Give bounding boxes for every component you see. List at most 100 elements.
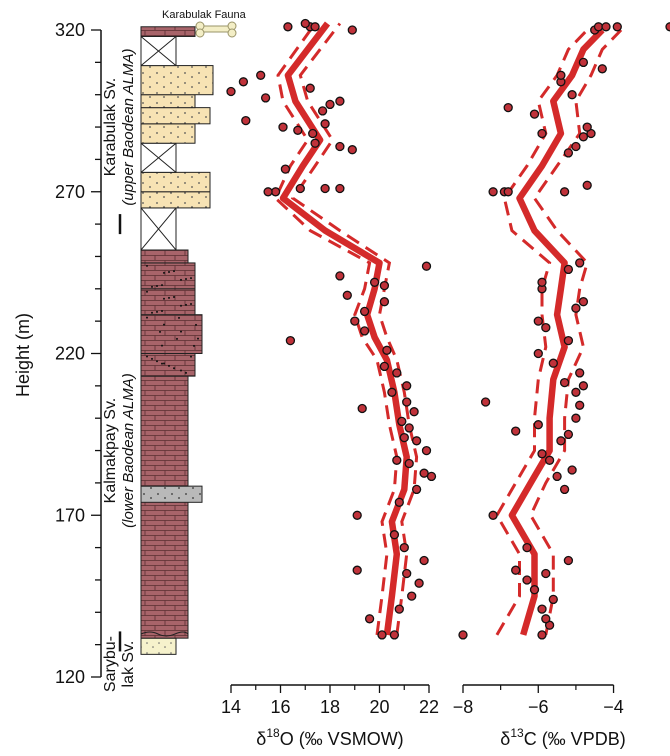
sand-dot bbox=[193, 344, 195, 347]
karabulak-unit-subtitle: (upper Baodean ALMA) bbox=[120, 49, 137, 206]
unit-labels: Karabulak Sv. (upper Baodean ALMA) Kalmakp… bbox=[102, 49, 137, 693]
strat-bed-sand bbox=[140, 191, 211, 209]
sand-dot bbox=[180, 304, 182, 307]
sand-dot bbox=[176, 337, 178, 340]
data-point bbox=[522, 575, 532, 585]
data-point bbox=[399, 432, 409, 443]
sarybulak-unit-name: Sarybu- bbox=[102, 636, 119, 692]
strat-bed-mudsand bbox=[140, 314, 203, 354]
strat-bed-mud bbox=[140, 488, 189, 639]
stratigraphic-column bbox=[118, 26, 214, 655]
y-axis: 120 170 220 270 320 Height (m) bbox=[13, 20, 102, 687]
data-point bbox=[563, 429, 574, 440]
strat-bed-mudsand bbox=[140, 288, 196, 316]
x-tick-label: −8 bbox=[453, 697, 474, 717]
sand-dot bbox=[163, 362, 165, 365]
x-tick-label: 14 bbox=[221, 697, 241, 717]
data-point bbox=[409, 407, 419, 417]
sand-dot bbox=[159, 330, 161, 333]
sand-dot bbox=[151, 285, 153, 288]
data-point bbox=[601, 22, 611, 32]
sand-dot bbox=[151, 311, 153, 314]
data-point bbox=[379, 361, 390, 372]
d18o-title-sup: 18 bbox=[266, 726, 280, 740]
data-point bbox=[537, 277, 547, 287]
sand-dot bbox=[163, 271, 165, 274]
strat-bed-sand bbox=[140, 123, 196, 144]
data-point bbox=[419, 555, 429, 566]
data-point bbox=[548, 594, 558, 605]
y-axis-title: Height (m) bbox=[13, 313, 33, 397]
data-point bbox=[552, 471, 562, 482]
sand-dot bbox=[180, 330, 182, 333]
data-point bbox=[480, 397, 491, 407]
data-point bbox=[537, 128, 547, 139]
d13c-title-rest: C (‰ VPDB) bbox=[524, 729, 626, 749]
sand-dot bbox=[161, 310, 163, 313]
data-point bbox=[347, 145, 357, 155]
data-point bbox=[350, 316, 360, 326]
d18o-panel: 14 16 18 20 22 bbox=[221, 18, 439, 717]
x-tick-label: 18 bbox=[320, 697, 340, 717]
data-point bbox=[548, 358, 558, 368]
data-point bbox=[414, 578, 424, 588]
lower-confidence-line bbox=[273, 22, 399, 636]
sand-dot bbox=[146, 316, 148, 319]
sand-dot bbox=[180, 278, 182, 281]
upper-confidence-line bbox=[529, 28, 623, 636]
sand-dot bbox=[178, 316, 180, 319]
data-point bbox=[392, 455, 402, 465]
y-tick-label: 170 bbox=[55, 505, 85, 525]
data-point bbox=[241, 115, 251, 126]
y-tick-label: 270 bbox=[55, 182, 85, 202]
data-point bbox=[582, 180, 592, 190]
data-point bbox=[488, 510, 498, 520]
data-point bbox=[503, 102, 513, 113]
data-point bbox=[578, 57, 589, 68]
data-point bbox=[563, 148, 574, 158]
data-point bbox=[571, 141, 581, 152]
data-point bbox=[278, 122, 288, 132]
strat-bed-pale bbox=[140, 637, 177, 655]
data-point bbox=[597, 64, 607, 74]
strat-bed-sand bbox=[140, 171, 211, 193]
data-point bbox=[389, 530, 400, 540]
data-point bbox=[402, 568, 412, 579]
sand-dot bbox=[161, 284, 163, 287]
karabulak-unit-name: Karabulak Sv. bbox=[102, 78, 119, 176]
d18o-axis-title: δ18O (‰ VSMOW) bbox=[256, 726, 403, 749]
sand-dot bbox=[146, 290, 148, 293]
data-point bbox=[335, 271, 345, 281]
data-point bbox=[260, 93, 271, 103]
data-point bbox=[394, 604, 404, 614]
data-point bbox=[511, 426, 521, 436]
data-point bbox=[421, 261, 432, 271]
data-point bbox=[458, 630, 468, 640]
data-point bbox=[397, 416, 407, 427]
data-point bbox=[556, 436, 566, 446]
x-tick-label: 20 bbox=[369, 697, 389, 717]
data-point bbox=[559, 187, 570, 197]
sand-dot bbox=[185, 371, 187, 374]
data-point bbox=[280, 164, 291, 174]
karabulak-fauna-marker: Karabulak Fauna bbox=[162, 9, 247, 38]
data-point bbox=[544, 455, 555, 465]
data-point bbox=[571, 413, 581, 423]
sarybulak-unit-subtitle: lak Sv. bbox=[120, 641, 137, 688]
lower-confidence-line bbox=[495, 28, 589, 636]
data-point bbox=[537, 604, 547, 614]
sand-dot bbox=[168, 271, 170, 274]
data-point bbox=[567, 465, 577, 475]
data-point bbox=[399, 542, 409, 553]
data-point bbox=[364, 614, 375, 624]
data-point bbox=[578, 381, 589, 391]
sand-dot bbox=[168, 364, 170, 367]
strat-bed-mud bbox=[140, 375, 189, 487]
d13c-panel: −8 −6 −4 bbox=[453, 22, 670, 717]
data-point bbox=[575, 258, 585, 268]
data-point bbox=[571, 303, 581, 313]
x-tick-label: 22 bbox=[419, 697, 439, 717]
sand-dot bbox=[161, 344, 163, 347]
sand-dot bbox=[151, 357, 153, 360]
data-point bbox=[352, 565, 362, 575]
